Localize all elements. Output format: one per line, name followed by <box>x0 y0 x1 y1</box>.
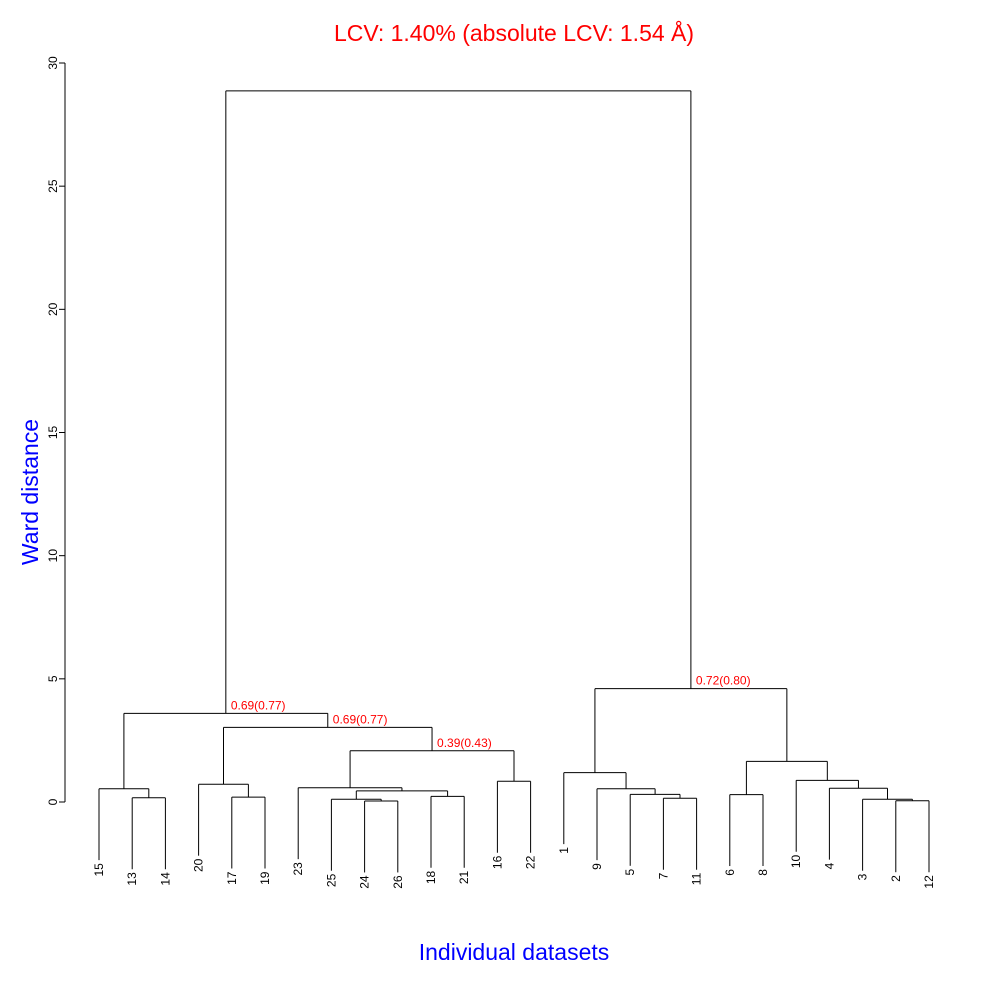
leaf-label: 25 <box>324 873 338 887</box>
leaf-label: 6 <box>723 869 737 876</box>
leaf-label: 5 <box>623 868 637 875</box>
leaf-label: 7 <box>656 872 670 879</box>
x-axis-label: Individual datasets <box>419 939 610 965</box>
leaf-label: 14 <box>158 872 172 886</box>
y-tick-label: 30 <box>46 56 60 70</box>
leaf-label: 3 <box>856 873 870 880</box>
leaf-label: 9 <box>590 863 604 870</box>
leaf-label: 15 <box>92 863 106 877</box>
leaf-label: 1 <box>557 847 571 854</box>
leaf-label: 19 <box>258 871 272 885</box>
y-tick-label: 5 <box>46 675 60 682</box>
y-axis: 0 5 10 15 20 25 30 <box>46 56 66 805</box>
y-tick-label: 0 <box>46 798 60 805</box>
leaf-label: 12 <box>922 875 936 889</box>
node-annotation: 0.69(0.77) <box>333 712 388 726</box>
leaf-label: 22 <box>524 855 538 869</box>
leaf-label: 18 <box>424 870 438 884</box>
leaf-label: 23 <box>291 862 305 876</box>
leaf-label: 13 <box>125 872 139 886</box>
leaf-label: 20 <box>192 858 206 872</box>
y-tick-label: 25 <box>46 179 60 193</box>
leaf-label: 24 <box>358 875 372 889</box>
chart-title: LCV: 1.40% (absolute LCV: 1.54 Å) <box>334 19 694 46</box>
node-annotation: 0.69(0.77) <box>231 698 286 712</box>
y-tick-label: 10 <box>46 549 60 563</box>
leaf-label: 10 <box>789 854 803 868</box>
node-annotation: 0.72(0.80) <box>696 674 751 688</box>
leaf-label: 8 <box>756 869 770 876</box>
leaf-label: 17 <box>225 871 239 885</box>
y-tick-label: 15 <box>46 426 60 440</box>
leaf-label: 16 <box>490 855 504 869</box>
leaf-label: 4 <box>822 862 836 869</box>
y-tick-label: 20 <box>46 302 60 316</box>
leaf-label: 2 <box>889 875 903 882</box>
node-annotation: 0.39(0.43) <box>437 736 492 750</box>
leaf-label: 26 <box>391 875 405 889</box>
leaf-label: 11 <box>690 872 704 885</box>
leaf-label: 21 <box>457 870 471 884</box>
y-axis-label: Ward distance <box>17 419 43 565</box>
